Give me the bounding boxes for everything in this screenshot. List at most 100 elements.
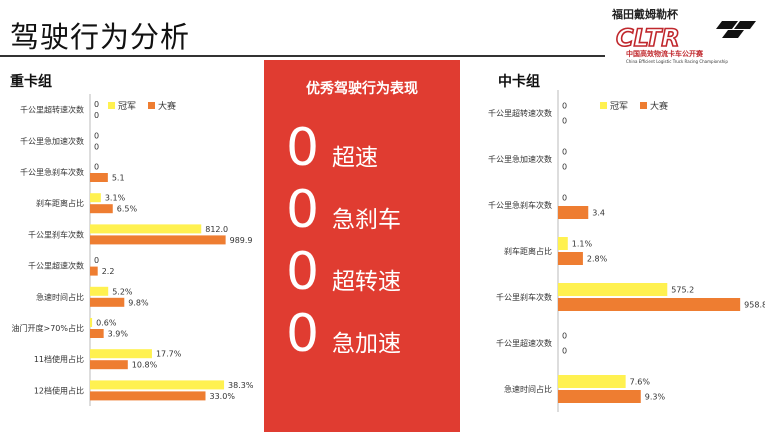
data-label-champion: 0 xyxy=(562,148,567,157)
category-label: 千公里超速次数 xyxy=(496,338,552,348)
legend-label-champion: 冠军 xyxy=(610,101,628,112)
logo-mark-text: CLTR xyxy=(616,24,680,50)
data-label-race: 2.2 xyxy=(102,267,115,276)
category-label: 刹车距离占比 xyxy=(36,198,84,208)
category-label: 急速时间占比 xyxy=(504,384,552,394)
bar-champion xyxy=(90,349,152,359)
logo-top-text: 福田戴姆勒杯 xyxy=(612,8,678,21)
category-label: 千公里超转速次数 xyxy=(488,108,552,118)
data-label-single: 0 xyxy=(562,194,567,203)
page-title: 驾驶行为分析 xyxy=(10,20,191,54)
category-label: 急速时间占比 xyxy=(36,292,84,302)
stat-value: 0 xyxy=(286,118,320,178)
data-label-race: 958.8 xyxy=(744,301,765,310)
data-label-race: 2.8% xyxy=(587,255,608,264)
bar-race xyxy=(558,390,641,403)
legend-label-champion: 冠军 xyxy=(118,101,136,112)
bar-champion xyxy=(90,224,202,234)
logo-en-text: China Efficient Logistic Truck Racing Ch… xyxy=(626,59,728,64)
data-label-champion: 0 xyxy=(562,332,567,341)
data-label-champion: 0 xyxy=(562,102,567,111)
bar-race xyxy=(90,360,128,370)
bar-race xyxy=(90,329,104,338)
center-panel: 优秀驾驶行为表现 0 超速 0 急刹车 0 超转速 0 急加速 xyxy=(264,60,460,432)
data-label-champion: 3.1% xyxy=(105,194,126,203)
chart-title: 中卡组 xyxy=(498,73,540,90)
data-label-single: 0 xyxy=(94,163,99,172)
data-label-champion: 575.2 xyxy=(671,286,694,295)
data-label-race: 5.1 xyxy=(112,174,125,183)
chart-title: 重卡组 xyxy=(10,73,52,90)
legend-swatch-champion xyxy=(108,102,115,109)
data-label-champion: 38.3% xyxy=(228,381,254,390)
data-label-race: 9.8% xyxy=(128,298,149,307)
stat-value: 0 xyxy=(286,242,320,302)
bar-race xyxy=(90,297,125,307)
category-label: 11档使用占比 xyxy=(34,354,84,364)
bar-champion xyxy=(558,375,626,388)
bar-race xyxy=(90,204,113,214)
data-label-race: 0 xyxy=(562,347,567,356)
data-label-champion: 812.0 xyxy=(205,225,228,234)
bar-race xyxy=(90,391,206,401)
event-logo: 福田戴姆勒杯 CLTR 中国高效物流卡车公开赛 China Efficient … xyxy=(612,6,762,66)
logo-mark: CLTR xyxy=(615,21,756,50)
data-label-champion: 7.6% xyxy=(630,378,651,387)
data-label-race: 0 xyxy=(94,142,99,151)
data-label-champion: 5.2% xyxy=(112,287,133,296)
stat-label: 超速 xyxy=(332,145,378,171)
bar-race xyxy=(90,235,226,245)
data-label-race: 0 xyxy=(562,117,567,126)
legend-swatch-champion xyxy=(600,102,607,109)
category-label: 12档使用占比 xyxy=(34,385,84,395)
data-label-race: 989.9 xyxy=(230,236,253,245)
legend-label-race: 大赛 xyxy=(158,100,176,112)
bar-race xyxy=(558,252,583,265)
stat-label: 超转速 xyxy=(332,269,401,295)
data-label-race: 6.5% xyxy=(117,205,138,214)
bar-race xyxy=(558,206,589,219)
stat-label: 急加速 xyxy=(332,331,401,357)
data-label-champion: 17.7% xyxy=(156,350,182,359)
data-label-race: 0 xyxy=(562,163,567,172)
bar-champion xyxy=(90,380,225,390)
category-label: 千公里急加速次数 xyxy=(20,136,84,146)
category-label: 千公里超转速次数 xyxy=(20,105,84,115)
legend-label-race: 大赛 xyxy=(650,100,668,112)
category-label: 千公里刹车次数 xyxy=(28,229,84,239)
bar-race xyxy=(90,266,98,276)
data-label-single: 0 xyxy=(94,256,99,265)
bar-champion xyxy=(90,286,109,296)
data-label-race: 33.0% xyxy=(210,392,236,401)
data-label-race: 3.9% xyxy=(108,330,129,339)
data-label-champion: 0 xyxy=(94,131,99,140)
category-label: 油门开度>70%占比 xyxy=(12,323,84,333)
bar-champion xyxy=(558,237,568,250)
category-label: 千公里急刹车次数 xyxy=(20,167,84,177)
bar-champion xyxy=(90,193,101,203)
title-divider xyxy=(0,55,605,57)
center-title: 优秀驾驶行为表现 xyxy=(306,81,418,97)
category-label: 千公里超速次数 xyxy=(28,261,84,271)
category-label: 千公里急加速次数 xyxy=(488,154,552,164)
data-label-race: 3.4 xyxy=(592,209,605,218)
logo-cn-text: 中国高效物流卡车公开赛 xyxy=(626,50,703,58)
category-label: 刹车距离占比 xyxy=(504,246,552,256)
bar-champion xyxy=(558,283,668,296)
bar-race xyxy=(90,173,108,182)
bar-champion xyxy=(90,318,93,327)
category-label: 千公里急刹车次数 xyxy=(488,200,552,210)
category-label: 千公里刹车次数 xyxy=(496,292,552,302)
legend-swatch-race xyxy=(148,102,155,109)
bar-race xyxy=(558,298,741,311)
stat-value: 0 xyxy=(286,304,320,364)
stat-label: 急刹车 xyxy=(332,207,401,233)
data-label-champion: 1.1% xyxy=(572,240,593,249)
data-label-champion: 0.6% xyxy=(96,319,117,328)
data-label-race: 10.8% xyxy=(132,361,158,370)
data-label-race: 0 xyxy=(94,111,99,120)
legend-swatch-race xyxy=(640,102,647,109)
stat-value: 0 xyxy=(286,180,320,240)
